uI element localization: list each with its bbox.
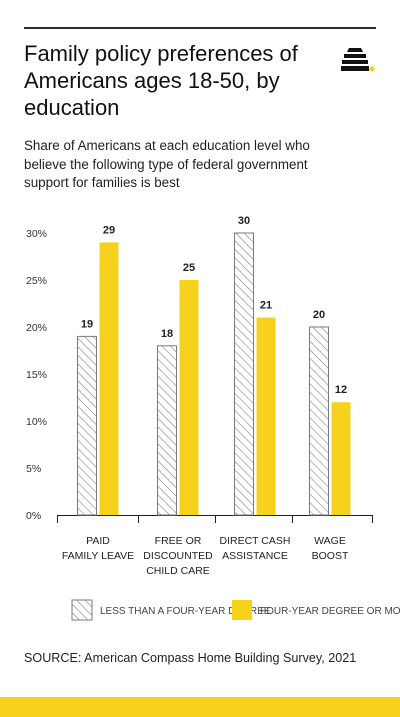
y-tick-label: 15% bbox=[26, 369, 47, 381]
legend-label: LESS THAN A FOUR-YEAR DEGREE bbox=[100, 606, 271, 617]
top-rule bbox=[24, 27, 376, 29]
source-note: SOURCE: American Compass Home Building S… bbox=[24, 651, 357, 665]
data-label: 18 bbox=[161, 328, 173, 340]
data-label: 20 bbox=[313, 309, 325, 321]
bar-four-year-or-more bbox=[99, 242, 119, 515]
x-category-label: FREE OR DISCOUNTED CHILD CARE bbox=[143, 535, 213, 577]
chart-subtitle: Share of Americans at each education lev… bbox=[24, 138, 310, 190]
data-label: 19 bbox=[81, 318, 93, 330]
x-category-label: DIRECT CASH ASSISTANCE bbox=[220, 535, 291, 562]
x-category-label: WAGE BOOST bbox=[312, 535, 349, 562]
bottom-accent-band bbox=[0, 697, 400, 717]
bar-less-than-four-year bbox=[234, 232, 254, 516]
data-label: 29 bbox=[103, 224, 115, 236]
y-tick-label: 10% bbox=[26, 416, 47, 428]
bar-chart: 0% 5% 10% 15% 20% 25% 30% 19 29 PAID FAMILY LEAVE… bbox=[26, 215, 400, 621]
bar-less-than-four-year bbox=[157, 345, 177, 516]
y-tick-label: 5% bbox=[26, 463, 41, 475]
bar-less-than-four-year bbox=[309, 326, 329, 516]
y-tick-label: 30% bbox=[26, 228, 47, 240]
bar-four-year-or-more bbox=[256, 317, 276, 515]
bar-less-than-four-year bbox=[77, 335, 97, 516]
legend-swatch-hatched bbox=[71, 599, 93, 621]
data-label: 21 bbox=[260, 300, 272, 312]
legend-label: FOUR-YEAR DEGREE OR MORE bbox=[260, 606, 400, 617]
bar-four-year-or-more bbox=[179, 280, 199, 515]
data-label: 25 bbox=[183, 262, 195, 274]
y-tick-label: 25% bbox=[26, 275, 47, 287]
legend-swatch-yellow bbox=[232, 600, 252, 620]
y-tick-label: 20% bbox=[26, 322, 47, 334]
data-label: 12 bbox=[335, 384, 347, 396]
bar-four-year-or-more bbox=[331, 402, 351, 515]
beehive-logo-icon bbox=[341, 48, 375, 72]
data-label: 30 bbox=[238, 215, 250, 227]
x-category-label: PAID FAMILY LEAVE bbox=[62, 535, 134, 562]
y-tick-label: 0% bbox=[26, 510, 41, 522]
chart-title: Family policy preferences of Americans a… bbox=[24, 41, 298, 120]
